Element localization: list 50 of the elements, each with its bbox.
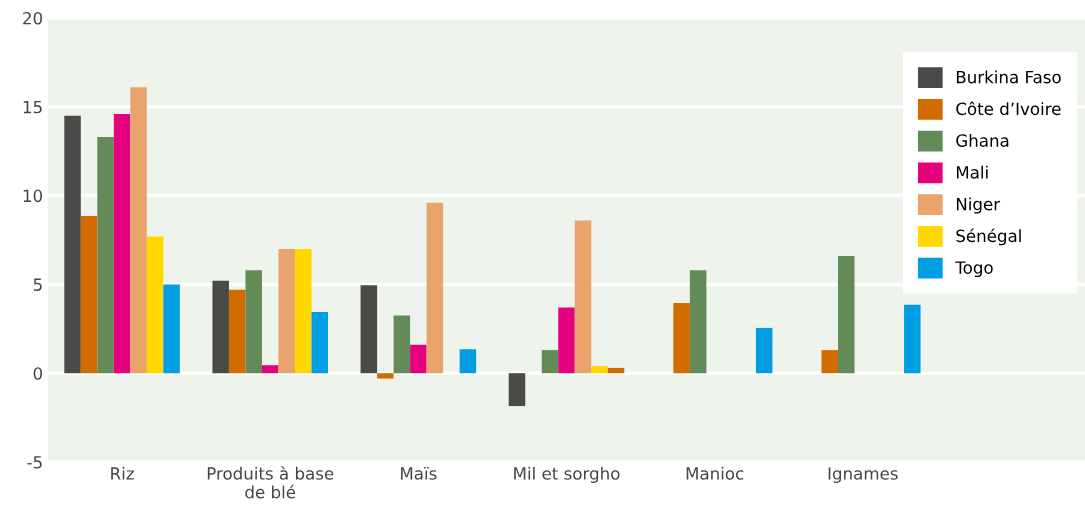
y-tick-label: 5 xyxy=(33,278,42,291)
bar xyxy=(261,365,279,374)
y-tick-label: 15 xyxy=(23,100,42,114)
legend-label: Mali xyxy=(956,165,988,179)
bar xyxy=(821,350,839,374)
bar xyxy=(459,349,477,374)
bar xyxy=(574,220,592,374)
bar xyxy=(410,344,427,374)
bar xyxy=(278,248,295,374)
bar xyxy=(673,303,690,374)
x-tick-label: Ignames xyxy=(828,467,898,483)
bar xyxy=(508,373,526,407)
legend-label: Burkina Faso xyxy=(956,70,1061,84)
x-tick-label: Maïs xyxy=(401,466,437,480)
bar xyxy=(80,216,98,374)
bar xyxy=(146,236,164,374)
y-tick-label: -5 xyxy=(27,456,42,469)
bar xyxy=(311,311,328,374)
bar xyxy=(97,136,114,374)
bar xyxy=(360,285,378,374)
bar xyxy=(64,115,81,374)
legend-label: Niger xyxy=(956,197,1001,214)
bar xyxy=(228,289,246,374)
y-tick-label: 0 xyxy=(33,367,43,380)
bar xyxy=(113,113,131,374)
bar xyxy=(689,270,707,374)
bar xyxy=(426,202,444,374)
x-tick-label: Manioc xyxy=(686,466,744,480)
legend-label: Ghana xyxy=(956,133,1009,147)
bar xyxy=(130,87,147,374)
x-tick-label: Riz xyxy=(111,466,134,480)
legend-label: Sénégal xyxy=(956,228,1021,246)
bar xyxy=(212,280,229,374)
x-tick-label: Produits à base de blé xyxy=(207,466,334,499)
bar xyxy=(541,350,559,374)
bar xyxy=(294,248,312,374)
bar xyxy=(393,315,411,374)
legend-label: Togo xyxy=(955,261,993,278)
x-tick-label: Mil et sorgho xyxy=(514,466,620,483)
bar xyxy=(245,270,262,374)
legend-label: Côte d’Ivoire xyxy=(956,101,1061,116)
bar xyxy=(163,284,180,374)
y-tick-label: 20 xyxy=(23,11,43,25)
bar xyxy=(377,373,394,379)
bar xyxy=(755,327,773,374)
bar xyxy=(558,307,575,374)
y-tick-label: 10 xyxy=(23,189,43,203)
bar xyxy=(591,366,608,374)
bar xyxy=(838,255,855,374)
bar xyxy=(904,304,921,374)
